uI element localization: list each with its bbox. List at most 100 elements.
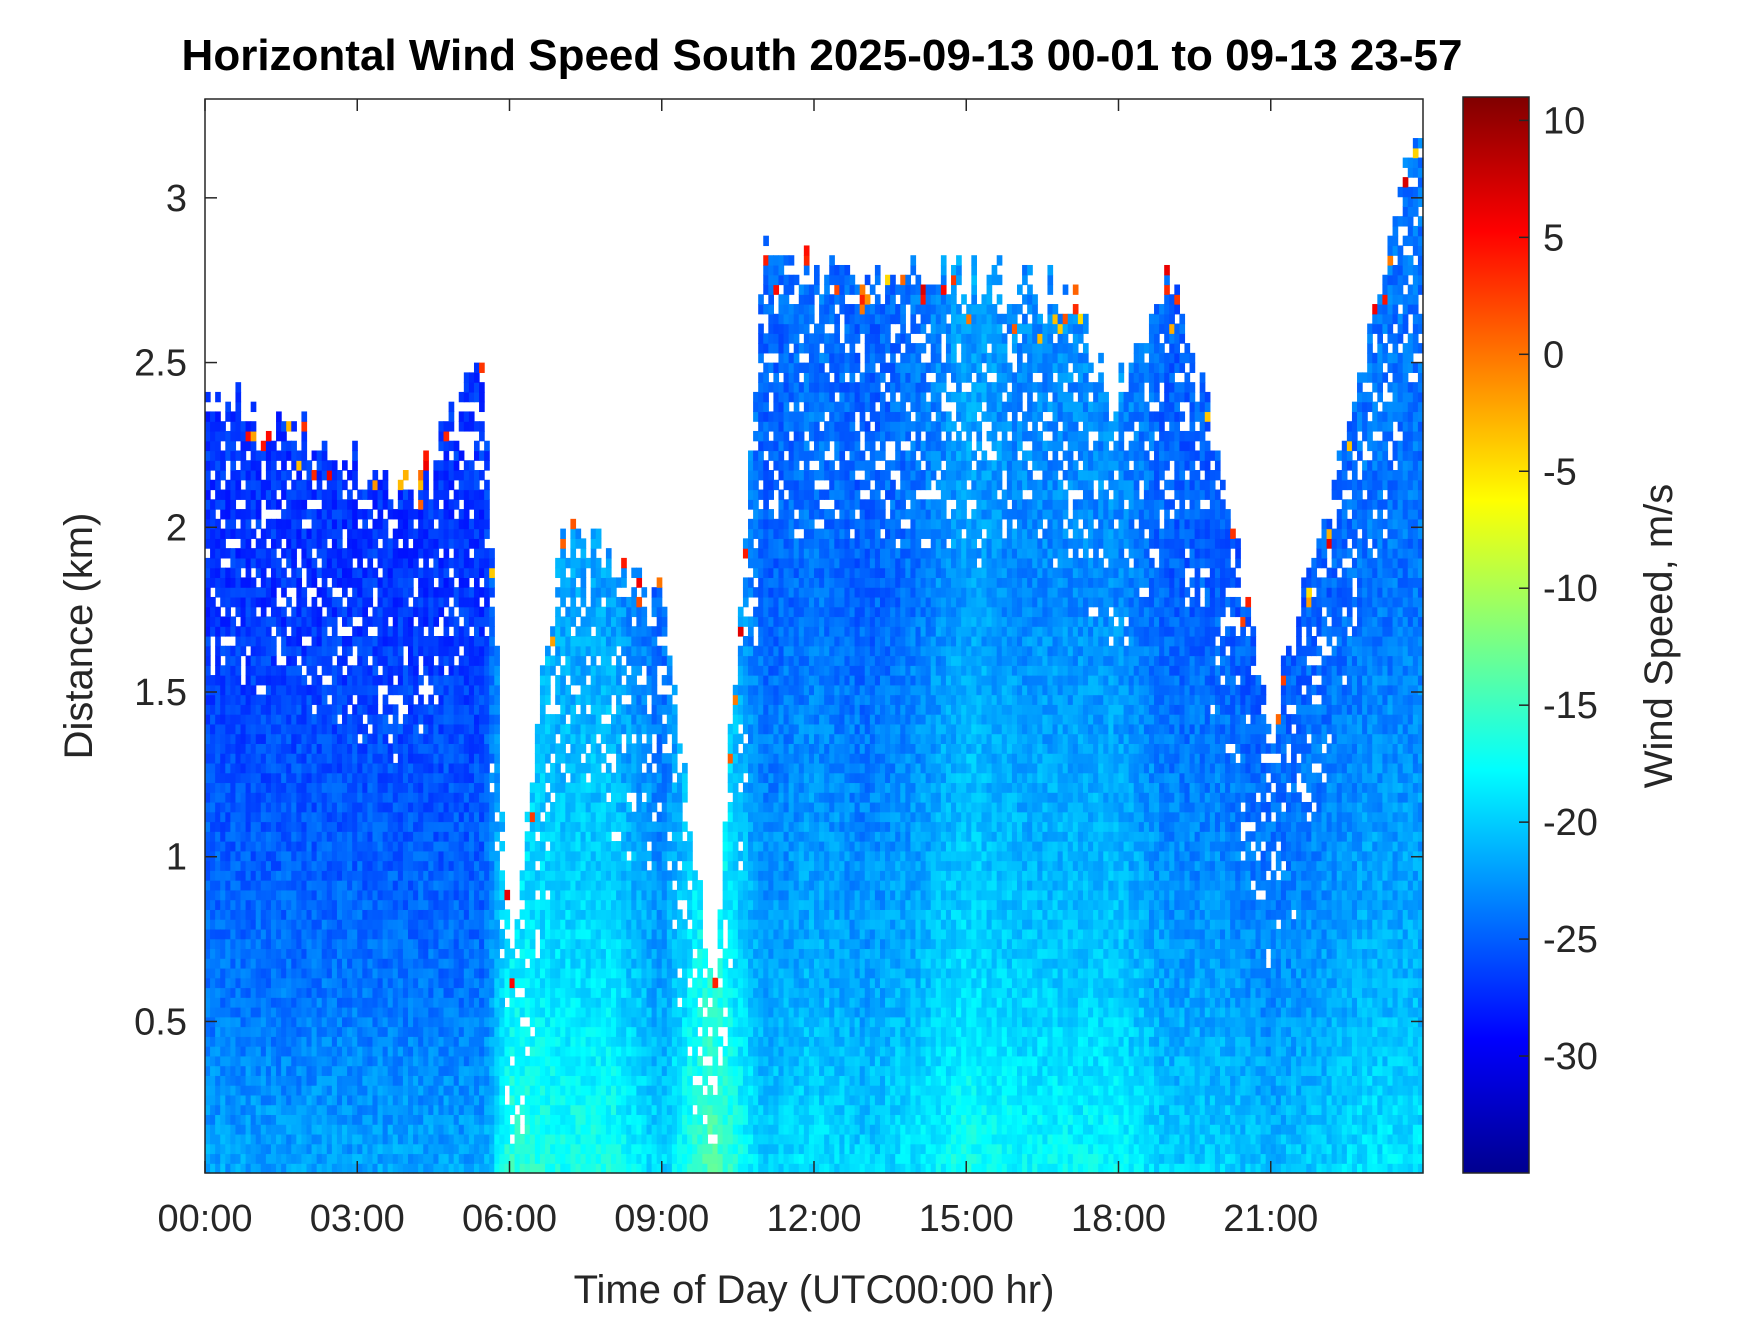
heatmap-cell — [205, 1046, 211, 1057]
heatmap-cell — [423, 645, 429, 657]
heatmap-cell — [205, 772, 211, 784]
heatmap-cell — [473, 762, 480, 774]
heatmap-cell — [367, 528, 374, 539]
heatmap-cell — [443, 880, 450, 891]
heatmap-cell — [484, 557, 490, 569]
heatmap-cell — [372, 1153, 379, 1164]
heatmap-cell — [265, 528, 272, 539]
heatmap-cell — [514, 1124, 521, 1135]
heatmap-cell — [473, 1036, 480, 1047]
heatmap-cell — [352, 1075, 358, 1086]
heatmap-cell — [550, 714, 556, 725]
heatmap-cell — [235, 772, 242, 784]
heatmap-cell — [408, 967, 414, 979]
heatmap-cell — [479, 1153, 485, 1164]
heatmap-cell — [555, 684, 561, 696]
heatmap-cell — [352, 1085, 358, 1096]
heatmap-cell — [255, 538, 262, 549]
heatmap-cell — [286, 655, 292, 666]
heatmap-cell — [296, 1104, 303, 1116]
heatmap-cell — [453, 567, 460, 579]
heatmap-cell — [570, 675, 577, 686]
heatmap-cell — [377, 645, 384, 657]
heatmap-cell — [205, 938, 211, 950]
heatmap-cell — [519, 928, 526, 940]
heatmap-cell — [205, 1133, 211, 1145]
heatmap-cell — [265, 977, 272, 989]
heatmap-cell — [489, 928, 495, 940]
heatmap-cell — [331, 909, 338, 920]
heatmap-cell — [473, 1046, 480, 1057]
heatmap-cell — [276, 821, 282, 832]
heatmap-cell — [392, 987, 399, 998]
heatmap-cell — [413, 684, 419, 696]
heatmap-cell — [306, 860, 313, 871]
heatmap-cell — [281, 470, 287, 481]
heatmap-cell — [367, 762, 374, 774]
heatmap-cell — [438, 948, 445, 959]
heatmap-cell — [260, 762, 267, 774]
heatmap-cell — [397, 509, 404, 520]
heatmap-cell — [555, 567, 561, 579]
heatmap-cell — [205, 626, 211, 637]
heatmap-cell — [225, 1163, 231, 1174]
heatmap-cell — [352, 460, 358, 471]
heatmap-cell — [220, 743, 226, 754]
heatmap-cell — [423, 997, 429, 1008]
heatmap-cell — [595, 997, 602, 1008]
heatmap-cell — [539, 850, 546, 862]
heatmap-cell — [524, 1085, 531, 1096]
heatmap-cell — [270, 1094, 277, 1106]
heatmap-cell — [402, 1094, 409, 1106]
heatmap-cell — [326, 889, 333, 901]
heatmap-cell — [255, 557, 262, 569]
heatmap-cell — [336, 1114, 343, 1125]
heatmap-cell — [494, 860, 500, 871]
heatmap-cell — [402, 850, 409, 862]
heatmap-cell — [438, 518, 445, 530]
heatmap-cell — [220, 1104, 226, 1116]
heatmap-cell — [250, 938, 257, 950]
heatmap-cell — [413, 841, 419, 852]
heatmap-cell — [367, 665, 374, 676]
heatmap-cell — [362, 1007, 368, 1018]
heatmap-cell — [347, 1055, 353, 1067]
heatmap-cell — [377, 977, 384, 989]
heatmap-cell — [484, 596, 490, 608]
heatmap-cell — [362, 977, 368, 989]
heatmap-cell — [347, 1133, 353, 1145]
heatmap-cell — [255, 645, 262, 657]
heatmap-cell — [270, 782, 277, 793]
heatmap-cell — [514, 928, 521, 940]
heatmap-cell — [286, 782, 292, 793]
heatmap-cell — [235, 567, 242, 579]
heatmap-cell — [291, 499, 297, 510]
heatmap-cell — [250, 841, 257, 852]
heatmap-cell — [270, 567, 277, 579]
heatmap-cell — [453, 860, 460, 871]
heatmap-cell — [276, 870, 282, 881]
heatmap-cell — [438, 694, 445, 705]
heatmap-cell — [205, 509, 211, 520]
heatmap-cell — [590, 704, 597, 715]
heatmap-cell — [560, 841, 566, 852]
heatmap-cell — [347, 987, 353, 998]
heatmap-cell — [448, 958, 455, 969]
heatmap-cell — [489, 1124, 495, 1135]
heatmap-cell — [372, 967, 379, 979]
heatmap-cell — [413, 645, 419, 657]
heatmap-cell — [205, 889, 211, 901]
heatmap-cell — [306, 928, 313, 940]
heatmap-cell — [326, 518, 333, 530]
heatmap-cell — [342, 772, 348, 784]
heatmap-cell — [265, 1133, 272, 1145]
heatmap-cell — [534, 880, 541, 891]
heatmap-cell — [291, 762, 297, 774]
heatmap-cell — [392, 596, 399, 608]
heatmap-cell — [453, 587, 460, 598]
heatmap-cell — [595, 1016, 602, 1028]
heatmap-cell — [473, 636, 480, 647]
heatmap-cell — [453, 538, 460, 549]
heatmap-cell — [600, 1085, 607, 1096]
heatmap-cell — [352, 850, 358, 862]
